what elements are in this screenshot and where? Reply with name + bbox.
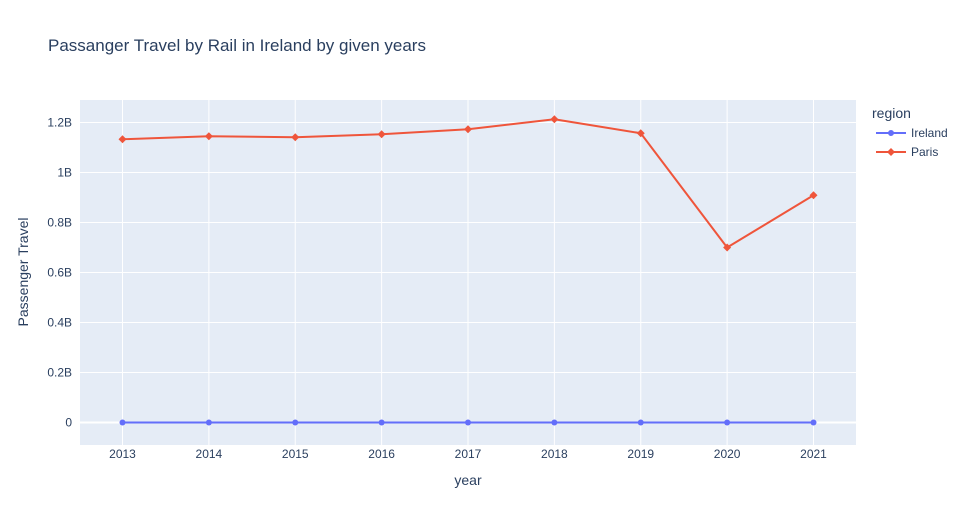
data-point[interactable] [551,419,558,426]
y-axis-ticks: 0 0.2B 0.4B 0.6B 0.8B 1B 1.2B [47,116,72,430]
legend-marker [888,130,894,136]
data-point[interactable] [291,133,300,142]
legend-item-paris[interactable]: Paris [876,145,938,159]
data-point[interactable] [809,191,818,200]
y-tick-label: 1B [57,166,72,180]
legend-item-ireland[interactable]: Ireland [876,126,948,140]
x-tick-label: 2018 [541,447,568,461]
data-point[interactable] [465,419,471,426]
series-paris [118,115,818,252]
x-tick-label: 2021 [800,447,827,461]
data-point[interactable] [118,135,127,144]
y-tick-label: 0.4B [47,316,72,330]
data-point[interactable] [377,130,386,139]
x-tick-label: 2019 [627,447,654,461]
x-tick-label: 2013 [109,447,136,461]
x-tick-label: 2017 [455,447,482,461]
data-point[interactable] [723,243,732,252]
legend-label: Paris [911,145,938,159]
x-tick-label: 2016 [368,447,395,461]
data-point[interactable] [292,419,299,426]
legend[interactable]: region Ireland Paris [872,105,948,159]
x-tick-label: 2014 [196,447,223,461]
series-layer [118,115,818,426]
legend-marker [887,148,895,156]
chart-title: Passanger Travel by Rail in Ireland by g… [48,36,426,55]
y-tick-label: 1.2B [47,116,72,130]
x-tick-label: 2020 [714,447,741,461]
y-axis-title: Passenger Travel [15,218,31,327]
data-point[interactable] [204,132,213,141]
data-point[interactable] [464,125,472,134]
data-point[interactable] [119,419,126,426]
x-tick-label: 2015 [282,447,309,461]
data-point[interactable] [637,419,644,426]
data-point[interactable] [550,115,559,124]
legend-label: Ireland [911,126,948,140]
data-point[interactable] [810,419,817,426]
y-tick-label: 0.6B [47,266,72,280]
series-ireland [119,419,817,426]
x-axis-title: year [454,472,482,488]
data-point[interactable] [205,419,212,426]
y-tick-label: 0.2B [47,366,72,380]
x-axis-ticks: 2013 2014 2015 2016 2017 2018 2019 2020 2021 [109,447,827,461]
y-tick-label: 0 [65,416,72,430]
legend-title: region [872,105,911,121]
data-point[interactable] [724,419,731,426]
data-point[interactable] [378,419,385,426]
y-tick-label: 0.8B [47,216,72,230]
data-point[interactable] [636,129,645,138]
